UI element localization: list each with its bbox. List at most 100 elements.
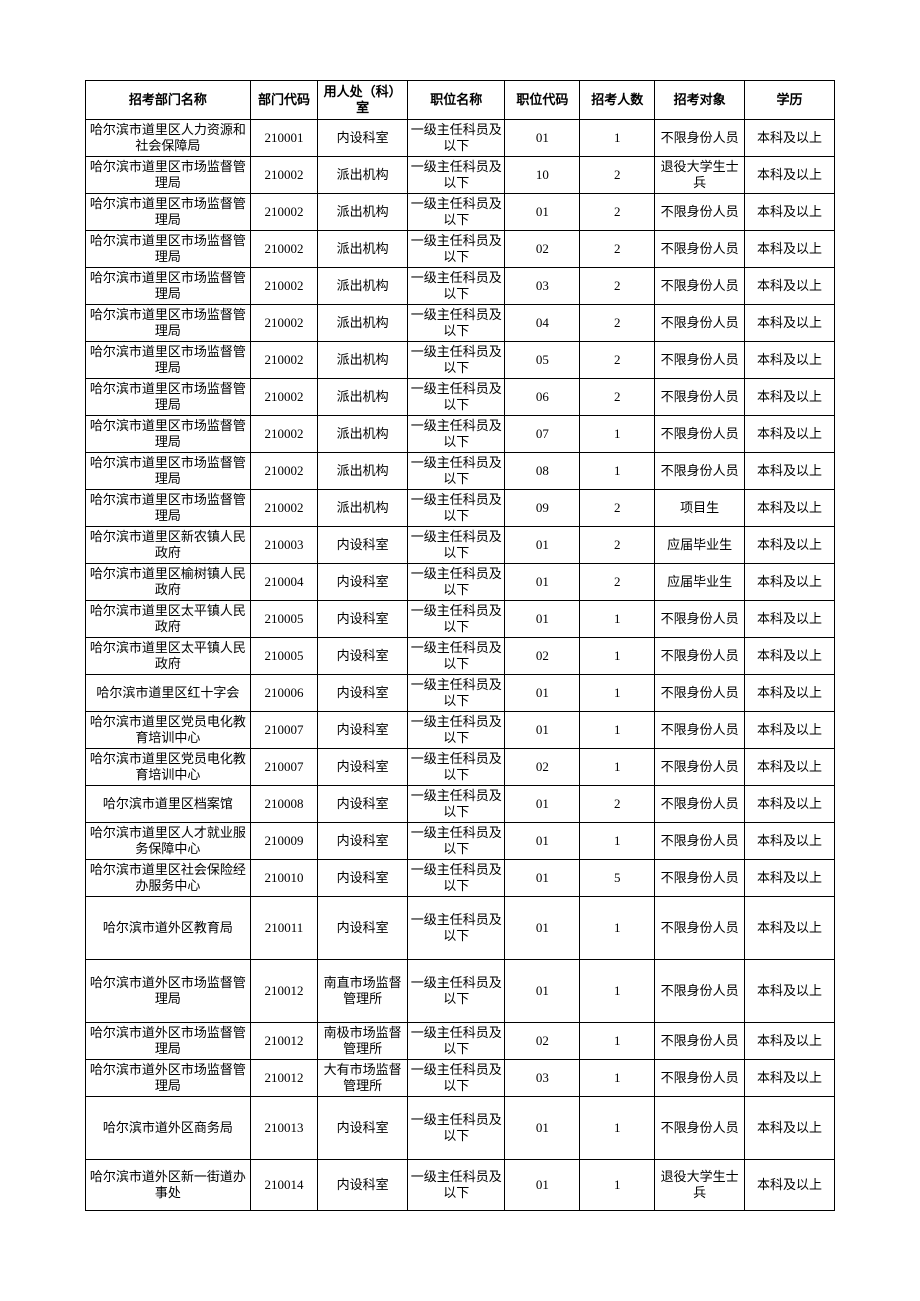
table-cell: 不限身份人员 [655, 786, 745, 823]
table-cell: 一级主任科员及以下 [408, 490, 505, 527]
table-cell: 1 [580, 1097, 655, 1160]
table-cell: 本科及以上 [745, 194, 835, 231]
table-cell: 210002 [250, 490, 317, 527]
table-cell: 派出机构 [318, 453, 408, 490]
table-cell: 210002 [250, 231, 317, 268]
col-pos-code: 职位代码 [505, 81, 580, 120]
table-cell: 哈尔滨市道里区市场监督管理局 [86, 416, 251, 453]
table-cell: 本科及以上 [745, 157, 835, 194]
table-cell: 不限身份人员 [655, 268, 745, 305]
table-cell: 09 [505, 490, 580, 527]
table-cell: 210014 [250, 1160, 317, 1211]
table-cell: 哈尔滨市道里区社会保险经办服务中心 [86, 860, 251, 897]
table-cell: 2 [580, 305, 655, 342]
table-cell: 本科及以上 [745, 1060, 835, 1097]
table-cell: 派出机构 [318, 490, 408, 527]
table-cell: 哈尔滨市道外区市场监督管理局 [86, 1060, 251, 1097]
table-row: 哈尔滨市道里区人才就业服务保障中心210009内设科室一级主任科员及以下011不… [86, 823, 835, 860]
table-cell: 5 [580, 860, 655, 897]
table-cell: 不限身份人员 [655, 416, 745, 453]
table-cell: 07 [505, 416, 580, 453]
table-cell: 1 [580, 749, 655, 786]
table-cell: 一级主任科员及以下 [408, 749, 505, 786]
table-cell: 210002 [250, 453, 317, 490]
table-cell: 派出机构 [318, 157, 408, 194]
table-cell: 一级主任科员及以下 [408, 1097, 505, 1160]
table-cell: 一级主任科员及以下 [408, 786, 505, 823]
table-row: 哈尔滨市道里区党员电化教育培训中心210007内设科室一级主任科员及以下021不… [86, 749, 835, 786]
table-cell: 一级主任科员及以下 [408, 416, 505, 453]
table-cell: 本科及以上 [745, 675, 835, 712]
table-cell: 一级主任科员及以下 [408, 675, 505, 712]
table-cell: 01 [505, 527, 580, 564]
table-cell: 2 [580, 564, 655, 601]
table-cell: 03 [505, 268, 580, 305]
table-cell: 1 [580, 897, 655, 960]
table-cell: 不限身份人员 [655, 749, 745, 786]
table-row: 哈尔滨市道里区市场监督管理局210002派出机构一级主任科员及以下012不限身份… [86, 194, 835, 231]
table-row: 哈尔滨市道外区市场监督管理局210012南极市场监督管理所一级主任科员及以下02… [86, 1023, 835, 1060]
table-cell: 内设科室 [318, 712, 408, 749]
table-cell: 210005 [250, 601, 317, 638]
table-cell: 210002 [250, 305, 317, 342]
table-cell: 01 [505, 960, 580, 1023]
table-cell: 哈尔滨市道外区商务局 [86, 1097, 251, 1160]
table-cell: 哈尔滨市道外区新一街道办事处 [86, 1160, 251, 1211]
table-cell: 一级主任科员及以下 [408, 194, 505, 231]
table-cell: 哈尔滨市道里区红十字会 [86, 675, 251, 712]
table-row: 哈尔滨市道外区市场监督管理局210012大有市场监督管理所一级主任科员及以下03… [86, 1060, 835, 1097]
table-cell: 02 [505, 1023, 580, 1060]
header-row: 招考部门名称 部门代码 用人处（科）室 职位名称 职位代码 招考人数 招考对象 … [86, 81, 835, 120]
table-cell: 哈尔滨市道里区人力资源和社会保障局 [86, 120, 251, 157]
table-cell: 2 [580, 231, 655, 268]
table-cell: 派出机构 [318, 305, 408, 342]
table-cell: 不限身份人员 [655, 453, 745, 490]
col-education: 学历 [745, 81, 835, 120]
table-cell: 01 [505, 194, 580, 231]
table-row: 哈尔滨市道里区人力资源和社会保障局210001内设科室一级主任科员及以下011不… [86, 120, 835, 157]
table-row: 哈尔滨市道里区太平镇人民政府210005内设科室一级主任科员及以下021不限身份… [86, 638, 835, 675]
table-cell: 1 [580, 638, 655, 675]
table-header: 招考部门名称 部门代码 用人处（科）室 职位名称 职位代码 招考人数 招考对象 … [86, 81, 835, 120]
table-cell: 内设科室 [318, 601, 408, 638]
table-cell: 退役大学生士兵 [655, 157, 745, 194]
table-cell: 210011 [250, 897, 317, 960]
table-cell: 2 [580, 490, 655, 527]
table-cell: 1 [580, 823, 655, 860]
table-cell: 哈尔滨市道里区市场监督管理局 [86, 231, 251, 268]
table-cell: 不限身份人员 [655, 601, 745, 638]
table-cell: 不限身份人员 [655, 305, 745, 342]
table-cell: 内设科室 [318, 675, 408, 712]
table-cell: 02 [505, 231, 580, 268]
table-cell: 04 [505, 305, 580, 342]
table-cell: 210005 [250, 638, 317, 675]
table-cell: 一级主任科员及以下 [408, 379, 505, 416]
table-row: 哈尔滨市道里区市场监督管理局210002派出机构一级主任科员及以下022不限身份… [86, 231, 835, 268]
table-cell: 哈尔滨市道里区太平镇人民政府 [86, 601, 251, 638]
col-target: 招考对象 [655, 81, 745, 120]
table-cell: 本科及以上 [745, 860, 835, 897]
table-cell: 本科及以上 [745, 1097, 835, 1160]
table-cell: 应届毕业生 [655, 527, 745, 564]
table-cell: 210002 [250, 416, 317, 453]
table-cell: 本科及以上 [745, 268, 835, 305]
table-cell: 210001 [250, 120, 317, 157]
table-cell: 派出机构 [318, 342, 408, 379]
table-cell: 本科及以上 [745, 749, 835, 786]
table-cell: 本科及以上 [745, 231, 835, 268]
table-cell: 一级主任科员及以下 [408, 638, 505, 675]
table-cell: 本科及以上 [745, 490, 835, 527]
table-cell: 2 [580, 157, 655, 194]
table-cell: 01 [505, 823, 580, 860]
table-cell: 不限身份人员 [655, 638, 745, 675]
table-cell: 一级主任科员及以下 [408, 712, 505, 749]
table-cell: 派出机构 [318, 231, 408, 268]
table-cell: 01 [505, 897, 580, 960]
table-cell: 一级主任科员及以下 [408, 157, 505, 194]
table-cell: 不限身份人员 [655, 860, 745, 897]
table-cell: 哈尔滨市道外区市场监督管理局 [86, 960, 251, 1023]
table-cell: 02 [505, 749, 580, 786]
table-cell: 项目生 [655, 490, 745, 527]
table-cell: 01 [505, 564, 580, 601]
table-cell: 1 [580, 601, 655, 638]
